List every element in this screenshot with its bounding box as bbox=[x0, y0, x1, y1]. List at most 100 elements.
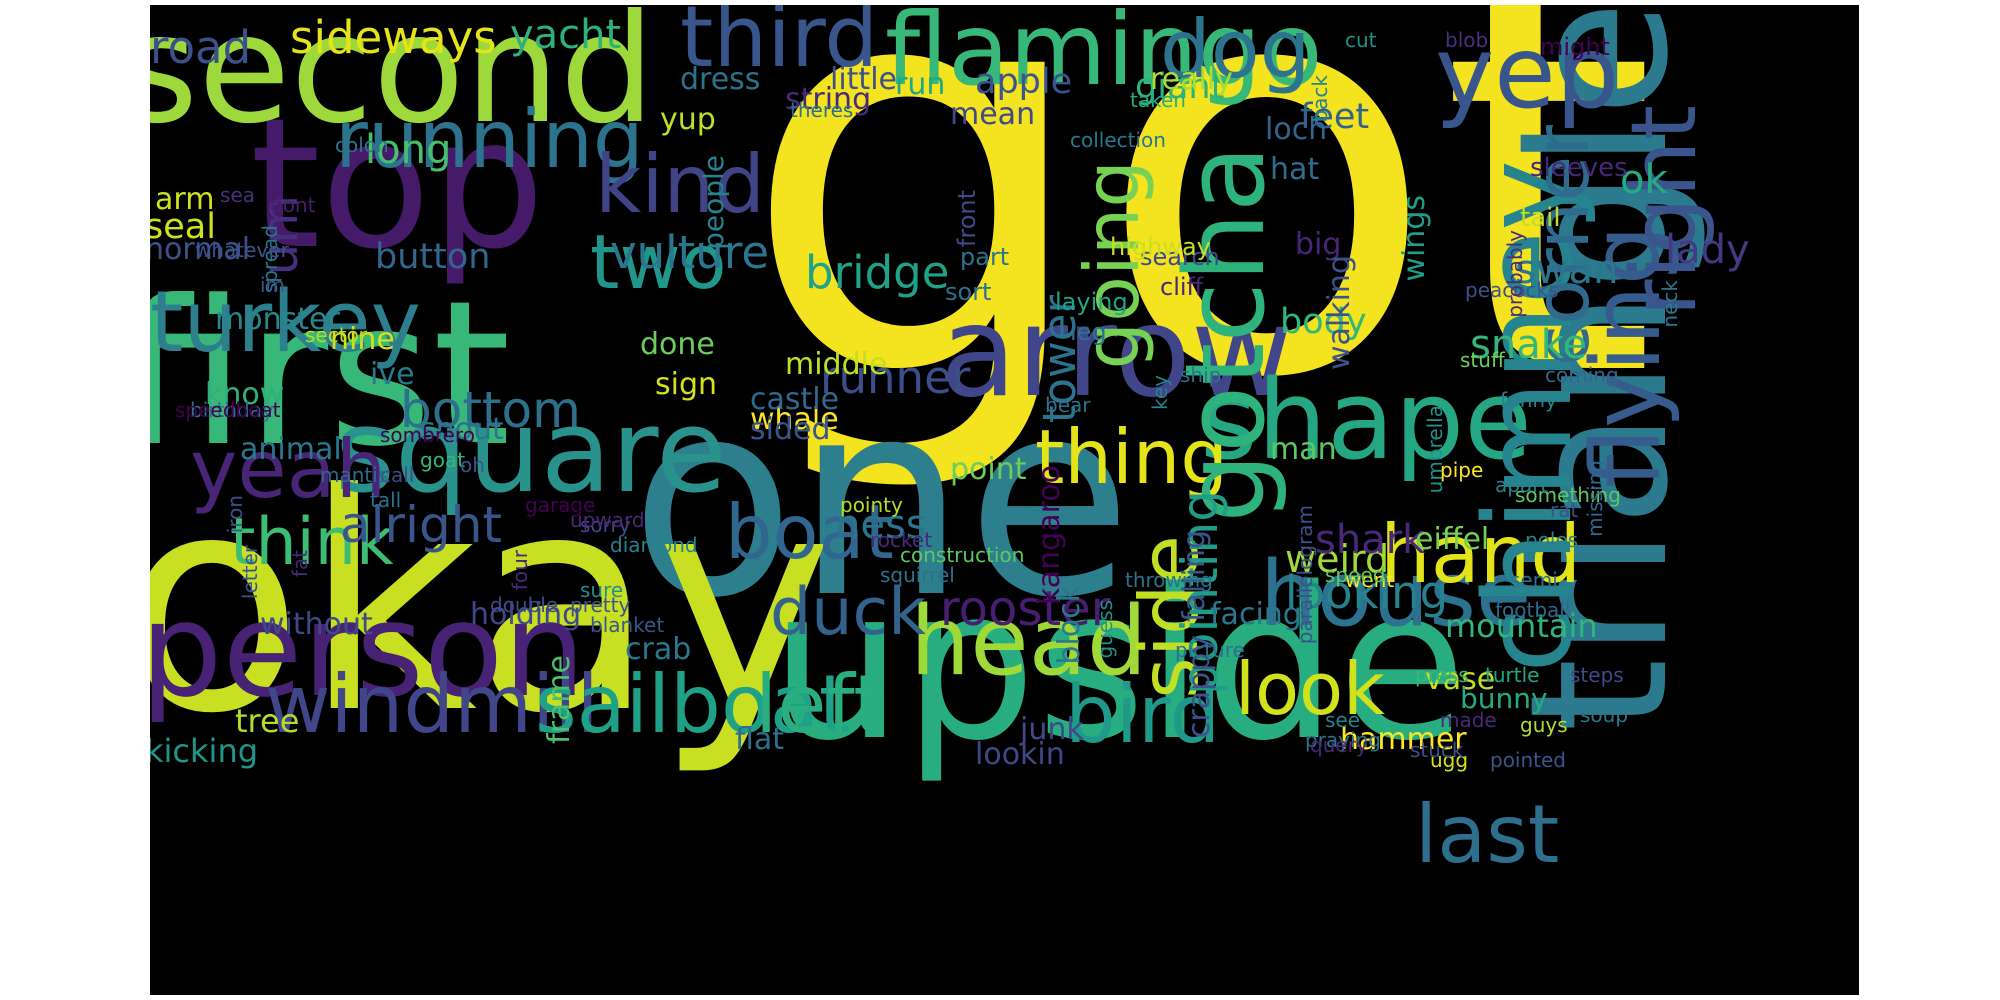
word-arrow: arrow bbox=[940, 280, 1294, 425]
word-okay: okay bbox=[150, 430, 834, 779]
word-windmill: windmill bbox=[265, 658, 599, 751]
word-whatever: whatever bbox=[195, 238, 289, 262]
word-sign: sign bbox=[655, 367, 718, 402]
word-middle: middle bbox=[785, 347, 888, 382]
word-guess: guess bbox=[1093, 600, 1117, 659]
word-nine: nine bbox=[330, 322, 395, 357]
word-made: made bbox=[1440, 708, 1497, 732]
word-something: something bbox=[1515, 483, 1621, 507]
word-top: top bbox=[250, 80, 545, 289]
word-vulture: vulture bbox=[610, 226, 770, 279]
word-funny: funny bbox=[1500, 388, 1557, 412]
word-man: man bbox=[1270, 432, 1337, 467]
word-ive: ive bbox=[370, 357, 415, 392]
word-press: press bbox=[1415, 663, 1469, 687]
word-runner: runner bbox=[820, 351, 971, 404]
word-speed: speed bbox=[1325, 563, 1386, 587]
word-oh: oh bbox=[460, 453, 485, 477]
word-mean: mean bbox=[950, 97, 1036, 132]
word-feet: feet bbox=[1300, 97, 1370, 137]
word-blanket: blanket bbox=[590, 613, 665, 637]
word-bear: bear bbox=[1045, 393, 1091, 417]
word-shape: shape bbox=[1200, 356, 1532, 484]
word-little: little bbox=[830, 62, 897, 97]
word-part: part bbox=[960, 243, 1010, 271]
word-boat: boat bbox=[725, 488, 894, 576]
word-junk: junk bbox=[1020, 712, 1084, 747]
word-vase: vase bbox=[1425, 662, 1496, 697]
word-apple: apple bbox=[975, 62, 1073, 102]
word-garage: garage bbox=[525, 493, 596, 517]
word-pointed: pointed bbox=[1490, 748, 1567, 772]
word-dont: dont bbox=[270, 193, 316, 217]
word-running: running bbox=[335, 93, 644, 186]
word-rooster: rooster bbox=[940, 581, 1111, 637]
word-weird: weird bbox=[1285, 537, 1390, 581]
word-letter: letter bbox=[238, 545, 262, 600]
word-gotcha: gotcha bbox=[1161, 145, 1289, 523]
word-really: really bbox=[1150, 62, 1233, 97]
word-sea: sea bbox=[220, 183, 255, 207]
word-peacocks: peacocks bbox=[1465, 278, 1559, 302]
word-rat: rat bbox=[1550, 498, 1579, 522]
word-loch: loch bbox=[1265, 112, 1328, 147]
word-without: without bbox=[260, 607, 373, 642]
word-seal: seal bbox=[150, 207, 216, 247]
word-poles: poles bbox=[1525, 528, 1579, 552]
word-taken: taken bbox=[1130, 88, 1186, 112]
word-collection: collection bbox=[1070, 128, 1166, 152]
word-walking: walking bbox=[1322, 255, 1357, 371]
word-ok: ok bbox=[1620, 157, 1668, 203]
word-button: button bbox=[375, 237, 491, 277]
word-person: person bbox=[150, 574, 586, 726]
word-parallelogram: parallelogram bbox=[1293, 505, 1317, 645]
word-cliff: cliff bbox=[1160, 273, 1204, 301]
word-people: people bbox=[697, 155, 730, 250]
word-fat: fat bbox=[288, 550, 312, 578]
word-normal: normal bbox=[150, 232, 251, 267]
word-giant: giant bbox=[1135, 67, 1225, 107]
word-two: two bbox=[590, 218, 727, 306]
word-yacht: yacht bbox=[510, 12, 622, 58]
word-run: run bbox=[895, 67, 946, 102]
word-im: im bbox=[260, 273, 286, 297]
word-done: done bbox=[640, 327, 715, 362]
word-castle: castle bbox=[750, 382, 840, 417]
word-sorry: sorry bbox=[580, 513, 631, 537]
word-semi: semi bbox=[1510, 568, 1558, 592]
word-might: might bbox=[1540, 33, 1610, 61]
word-ship: ship bbox=[1180, 363, 1222, 387]
word-upside: upside bbox=[770, 542, 1467, 787]
word-house: house bbox=[1260, 542, 1532, 647]
word-tree: tree bbox=[235, 702, 300, 740]
word-picture: picture bbox=[1175, 638, 1245, 662]
word-neck: neck bbox=[1658, 280, 1682, 328]
word-search: search bbox=[1140, 243, 1220, 271]
word-throwing: throwing bbox=[1125, 568, 1213, 592]
word-dress: dress bbox=[680, 62, 761, 97]
word-birthday: birthday bbox=[190, 398, 274, 422]
word-crab: crab bbox=[625, 632, 692, 667]
word-bird: bird bbox=[1065, 668, 1221, 761]
word-see: see bbox=[1325, 708, 1361, 732]
word-yup: yup bbox=[660, 102, 716, 137]
word-wings: wings bbox=[1397, 195, 1432, 282]
word-speedboat: speedboat bbox=[175, 398, 281, 422]
word-goat: goat bbox=[420, 448, 466, 472]
word-whale: whale bbox=[750, 402, 839, 437]
word-cloud: got one okay upside first triangle top second pe… bbox=[150, 5, 1859, 995]
word-mantis: mantis bbox=[320, 463, 389, 487]
word-pointy: pointy bbox=[840, 493, 903, 517]
word-colon: colon bbox=[335, 133, 389, 157]
word-tail: tail bbox=[1520, 203, 1561, 233]
word-bridge: bridge bbox=[805, 246, 950, 299]
word-bottom: bottom bbox=[400, 381, 581, 439]
word-iron: iron bbox=[223, 495, 247, 534]
word-yep: yep bbox=[1435, 14, 1620, 131]
word-lookin: lookin bbox=[975, 737, 1065, 772]
word-second: second bbox=[150, 5, 655, 157]
word-left: left bbox=[755, 658, 885, 751]
word-swan: swan bbox=[1515, 247, 1619, 293]
word-upward: upward bbox=[570, 508, 645, 532]
word-dog: dog bbox=[1160, 5, 1311, 96]
